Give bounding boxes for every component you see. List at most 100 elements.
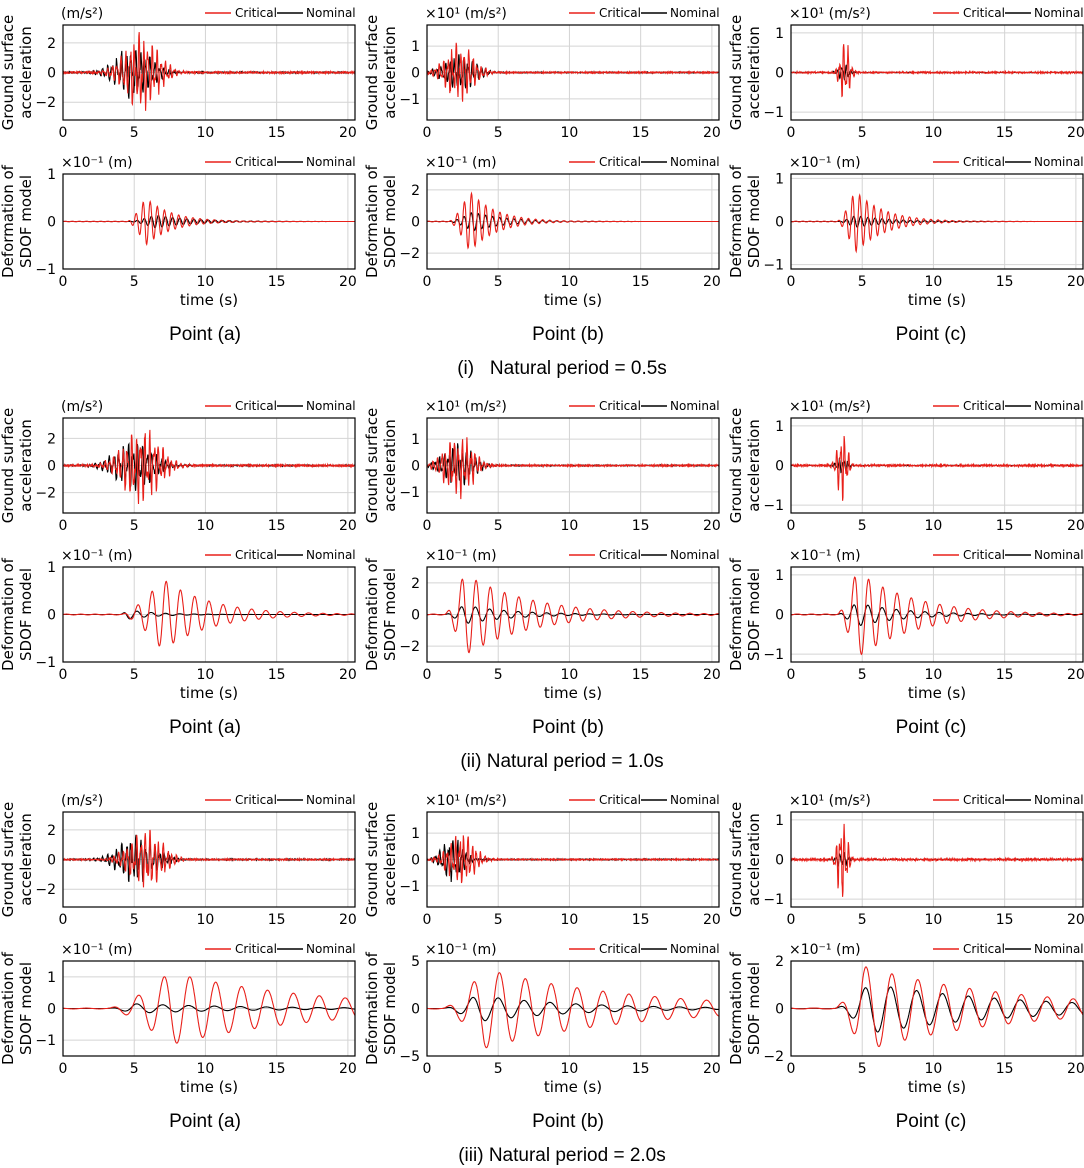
x-tick-label: 20 (703, 912, 721, 928)
axis-frame (62, 173, 356, 270)
y-tick-label: −1 (763, 647, 784, 663)
y-axis-label-line2: SDOF model (17, 175, 35, 268)
panel-2-acc-c: 0 5 10 15 20−101×10¹ (m/s²) Critical NominalGr… (727, 399, 1084, 534)
x-tick-label: 5 (858, 125, 867, 141)
x-tick-label: 0 (787, 1061, 796, 1077)
legend-nominal-label: Nominal (670, 399, 720, 413)
y-tick-label: 1 (47, 560, 56, 576)
units-label: ×10¹ (m/s²) (425, 6, 507, 22)
legend-critical-label: Critical (599, 793, 641, 807)
captions-layer: Point (a) Point (b) Point (c) (i) Natura… (169, 324, 966, 1166)
axis-frame (426, 960, 720, 1057)
x-tick-label: 10 (197, 1061, 215, 1077)
x-tick-label: 5 (494, 1061, 503, 1077)
x-axis-label: time (s) (544, 1078, 602, 1096)
x-tick-label: 0 (59, 125, 68, 141)
legend-critical-label: Critical (963, 793, 1005, 807)
y-axis-label-line1: Ground surface (0, 802, 17, 917)
point-label-b-2: Point (b) (532, 717, 604, 738)
panel-1-acc-a: 0 5 10 15 20−202(m/s²) Critical NominalGround … (0, 6, 357, 141)
y-tick-label: 2 (411, 183, 420, 199)
legend-critical-label: Critical (235, 6, 277, 20)
units-label: ×10⁻¹ (m) (789, 548, 861, 564)
x-tick-label: 0 (59, 667, 68, 683)
legend-critical-label: Critical (235, 942, 277, 956)
panel-1-def-b: 0 5 10 15 20−202×10⁻¹ (m) Critical NominalDefo… (363, 155, 721, 309)
panel-3-acc-c: 0 5 10 15 20−101×10¹ (m/s²) Critical NominalGr… (727, 793, 1084, 928)
y-axis-label-line2: acceleration (17, 26, 35, 118)
legend-critical-label: Critical (963, 155, 1005, 169)
y-tick-label: 0 (775, 608, 784, 624)
x-tick-label: 15 (268, 125, 286, 141)
x-tick-label: 10 (197, 518, 215, 534)
x-tick-label: 20 (339, 912, 357, 928)
y-tick-label: −1 (763, 258, 784, 274)
y-tick-label: 0 (411, 1002, 420, 1018)
y-tick-label: 2 (47, 823, 56, 839)
axis-frame (62, 811, 356, 908)
y-tick-label: 0 (47, 608, 56, 624)
legend-critical-label: Critical (235, 793, 277, 807)
y-axis-label-line2: SDOF model (745, 568, 763, 661)
units-label: ×10¹ (m/s²) (789, 793, 871, 809)
y-tick-label: 0 (411, 459, 420, 475)
x-tick-label: 15 (632, 518, 650, 534)
x-tick-label: 5 (494, 125, 503, 141)
x-tick-label: 20 (1067, 1061, 1084, 1077)
y-axis-label-line2: acceleration (17, 813, 35, 905)
panel-1-def-a: 0 5 10 15 20−101×10⁻¹ (m) Critical NominalDefo… (0, 155, 357, 309)
x-tick-label: 0 (423, 1061, 432, 1077)
x-tick-label: 15 (632, 125, 650, 141)
units-label: ×10⁻¹ (m) (425, 155, 497, 171)
units-label: ×10⁻¹ (m) (789, 942, 861, 958)
y-tick-label: 1 (411, 39, 420, 55)
x-tick-label: 5 (494, 912, 503, 928)
series-line-critical (427, 578, 719, 654)
y-axis-label-line2: SDOF model (17, 568, 35, 661)
units-label: ×10¹ (m/s²) (789, 6, 871, 22)
x-tick-label: 0 (787, 274, 796, 290)
y-tick-label: 0 (411, 215, 420, 231)
axis-frame (426, 24, 720, 121)
panel-2-def-c: 0 5 10 15 20−101×10⁻¹ (m) Critical NominalDefo… (727, 548, 1084, 702)
y-axis-label-line2: acceleration (381, 813, 399, 905)
legend-nominal-label: Nominal (306, 548, 356, 562)
y-tick-label: −2 (35, 486, 56, 502)
point-label-b-3: Point (b) (532, 1111, 604, 1132)
series-line-critical (426, 437, 720, 500)
y-tick-label: 0 (47, 853, 56, 869)
x-tick-label: 5 (130, 912, 139, 928)
series-line-critical (62, 32, 356, 111)
y-axis-label-line2: SDOF model (381, 568, 399, 661)
x-tick-label: 5 (858, 518, 867, 534)
x-tick-label: 15 (268, 1061, 286, 1077)
legend-nominal-label: Nominal (670, 155, 720, 169)
x-tick-label: 5 (130, 125, 139, 141)
series-line-critical (426, 191, 719, 250)
panel-3-acc-b: 0 5 10 15 20 −1 0 1 ×10¹ (m/s²) Critical Nominal Gr… (363, 793, 721, 928)
x-tick-label: 0 (423, 912, 432, 928)
x-tick-label: 20 (1067, 274, 1084, 290)
series-line-critical (790, 193, 1083, 254)
y-tick-label: −1 (763, 105, 784, 121)
panel-2-acc-a: 0 5 10 15 20−202(m/s²) Critical NominalGround … (0, 399, 357, 534)
y-tick-label: −1 (399, 485, 420, 501)
series-line-nominal (791, 986, 1084, 1033)
x-axis-label: time (s) (908, 1078, 966, 1096)
x-tick-label: 0 (59, 518, 68, 534)
legend-nominal-label: Nominal (670, 942, 720, 956)
series-line-nominal (427, 996, 719, 1022)
series-line-critical (62, 429, 356, 505)
panel-1-acc-b: 0 5 10 15 20 −1 0 1 ×10¹ (m/s²) Critical Nominal Gr… (363, 6, 721, 141)
y-axis-label-line1: Deformation of (0, 557, 17, 671)
series-line-critical (62, 829, 356, 888)
y-tick-label: 0 (775, 1002, 784, 1018)
x-tick-label: 0 (423, 125, 432, 141)
x-tick-label: 10 (561, 912, 579, 928)
units-label: (m/s²) (61, 6, 103, 22)
section-title-3: (iii) Natural period = 2.0s (458, 1145, 666, 1166)
point-label-a-2: Point (a) (169, 717, 241, 738)
y-tick-label: 0 (411, 66, 420, 82)
axis-frame (790, 24, 1084, 121)
series-line-critical (426, 835, 720, 884)
